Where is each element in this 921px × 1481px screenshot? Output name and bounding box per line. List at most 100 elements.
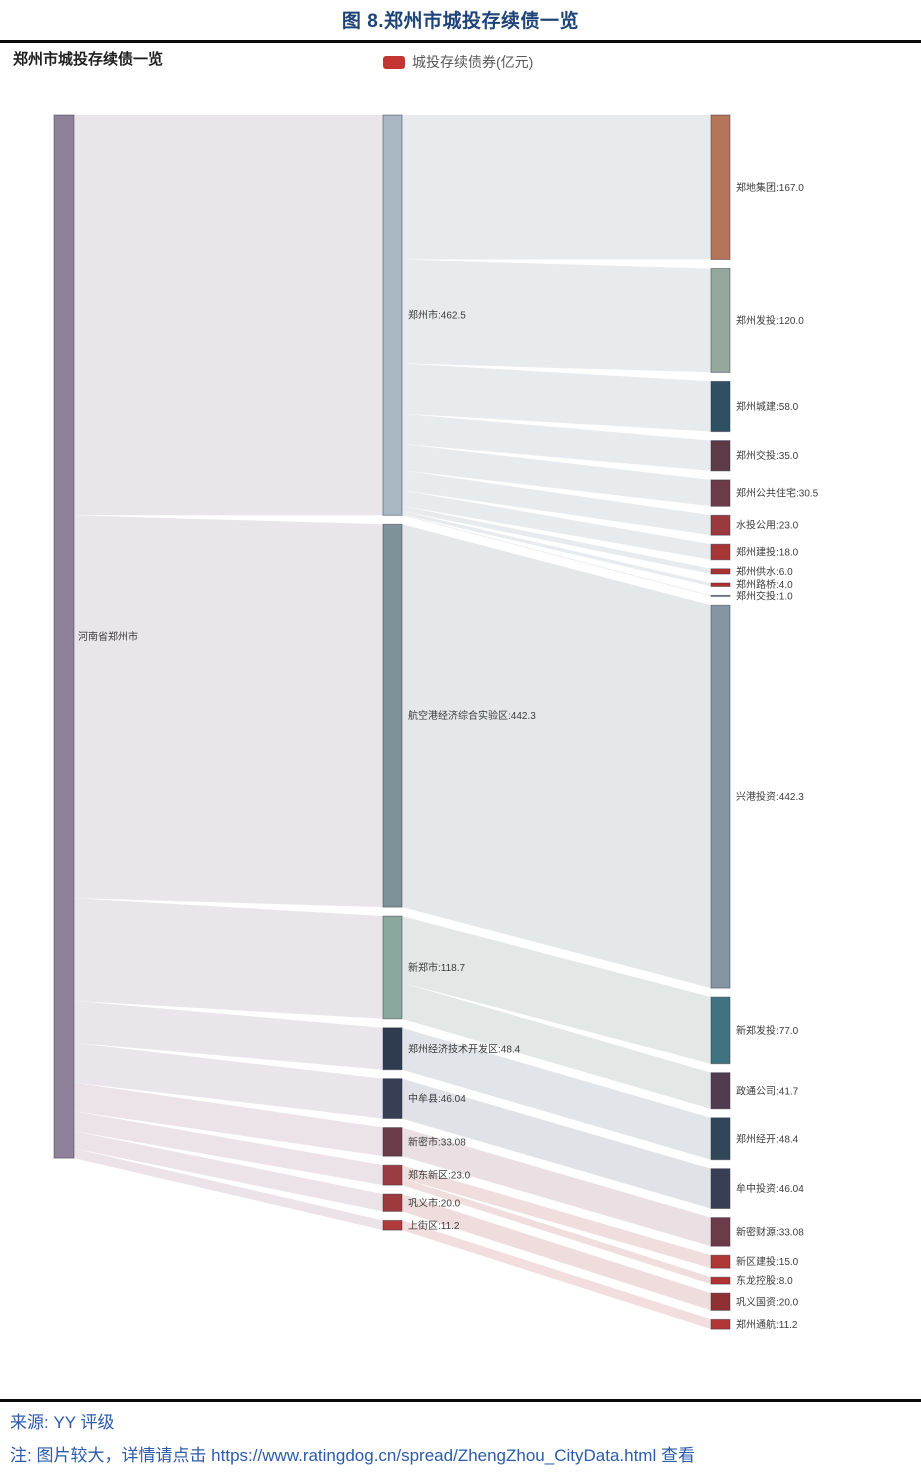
figure-note: 注: 图片较大，详情请点击 https://www.ratingdog.cn/s… [10, 1441, 695, 1466]
sankey-node-新区建投[interactable] [710, 1254, 731, 1269]
sankey-node-label-中牟县: 中牟县:46.04 [408, 1092, 466, 1105]
sankey-link-上街区-郑州通航[interactable] [402, 1220, 711, 1330]
sankey-node-水投公用[interactable] [710, 514, 731, 536]
sankey-link-郑州市-郑州交投[interactable] [402, 514, 711, 597]
sankey-node-郑州交投[interactable] [710, 440, 731, 472]
sankey-node-label-巩义市: 巩义市:20.0 [408, 1196, 461, 1209]
sankey-link-新郑市-政通公司[interactable] [402, 982, 711, 1109]
sankey-node-郑州城建[interactable] [710, 380, 731, 433]
sankey-node-label-上街区: 上街区:11.2 [408, 1219, 460, 1232]
note-prefix: 注: 图片较大，详情请点击 [10, 1446, 212, 1465]
sankey-link-河南省郑州市-新密市[interactable] [74, 1082, 383, 1157]
sankey-node-东龙控股[interactable] [710, 1276, 731, 1285]
sankey-node-新郑市[interactable] [382, 915, 403, 1020]
sankey-node-郑东新区[interactable] [382, 1164, 403, 1186]
sankey-node-郑州经开[interactable] [710, 1117, 731, 1161]
legend-item[interactable]: 城投存续债券(亿元) [383, 52, 533, 72]
sankey-node-label-新密财源: 新密财源:33.08 [736, 1225, 804, 1238]
sankey-link-郑州市-郑州公共住宅[interactable] [402, 443, 711, 507]
sankey-node-巩义市[interactable] [382, 1193, 403, 1212]
sankey-node-label-郑州发投: 郑州发投:120.0 [736, 314, 804, 327]
sankey-node-label-郑州公共住宅: 郑州公共住宅:30.5 [736, 487, 819, 500]
sankey-link-郑州市-水投公用[interactable] [402, 470, 711, 536]
sankey-node-label-巩义国资: 巩义国资:20.0 [736, 1296, 799, 1308]
sankey-link-郑州市-郑州发投[interactable] [402, 259, 711, 373]
sankey-node-label-郑州市: 郑州市:462.5 [408, 309, 466, 322]
sankey-node-郑州经济技术开发区[interactable] [382, 1027, 403, 1071]
sankey-node-label-郑州通航: 郑州通航:11.2 [736, 1318, 798, 1331]
sankey-node-label-东龙控股: 东龙控股:8.0 [736, 1274, 793, 1287]
sankey-node-label-郑州供水: 郑州供水:6.0 [736, 565, 793, 578]
sankey-link-郑东新区-新区建投[interactable] [402, 1165, 711, 1269]
sankey-node-航空港经济综合实验区[interactable] [382, 523, 403, 908]
sankey-node-河南省郑州市[interactable] [53, 114, 75, 1159]
sankey-node-label-郑州交投: 郑州交投:1.0 [736, 589, 793, 602]
sankey-link-中牟县-牟中投资[interactable] [402, 1078, 711, 1209]
sankey-link-河南省郑州市-上街区[interactable] [74, 1148, 383, 1231]
sankey-node-郑州建投[interactable] [710, 543, 731, 561]
note-suffix: 查看 [656, 1446, 695, 1465]
sankey-link-河南省郑州市-郑州经济技术开发区[interactable] [74, 1000, 383, 1070]
sankey-node-郑州交投[interactable] [710, 594, 731, 597]
sankey-node-label-郑州经济技术开发区: 郑州经济技术开发区:48.4 [408, 1042, 521, 1055]
sankey-link-郑州市-郑州供水[interactable] [402, 505, 711, 574]
figure-title: 图 8.郑州市城投存续债一览 [341, 11, 580, 32]
bottom-divider [0, 1399, 921, 1402]
sankey-node-中牟县[interactable] [382, 1078, 403, 1119]
sankey-link-河南省郑州市-航空港经济综合实验区[interactable] [74, 515, 383, 908]
sankey-node-label-新郑发投: 新郑发投:77.0 [736, 1024, 799, 1037]
sankey-node-label-新郑市: 新郑市:118.7 [408, 961, 465, 974]
sankey-link-河南省郑州市-中牟县[interactable] [74, 1042, 383, 1119]
sankey-node-郑州公共住宅[interactable] [710, 479, 731, 507]
sankey-link-郑州市-郑州建投[interactable] [402, 490, 711, 560]
sankey-node-label-航空港经济综合实验区: 航空港经济综合实验区:442.3 [408, 709, 536, 722]
legend-label: 城投存续债券(亿元) [412, 54, 534, 70]
source-note: 来源: YY 评级 [10, 1413, 115, 1432]
sankey-node-label-政通公司: 政通公司:41.7 [736, 1084, 799, 1097]
sankey-node-label-郑州建投: 郑州建投:18.0 [736, 546, 799, 559]
sankey-node-label-兴港投资: 兴港投资:442.3 [736, 790, 804, 803]
sankey-node-label-新密市: 新密市:33.08 [408, 1135, 466, 1148]
chart-title: 郑州市城投存续债一览 [13, 51, 164, 68]
sankey-link-河南省郑州市-郑东新区[interactable] [74, 1111, 383, 1186]
data-link[interactable]: https://www.ratingdog.cn/spread/ZhengZho… [211, 1446, 657, 1465]
sankey-link-航空港经济综合实验区-兴港投资[interactable] [402, 524, 711, 989]
sankey-node-label-新区建投: 新区建投:15.0 [736, 1255, 799, 1268]
sankey-node-政通公司[interactable] [710, 1072, 731, 1110]
sankey-node-郑州供水[interactable] [710, 568, 731, 575]
sankey-link-郑州经济技术开发区-郑州经开[interactable] [402, 1027, 711, 1160]
sankey-link-郑东新区-东龙控股[interactable] [402, 1178, 711, 1285]
sankey-node-牟中投资[interactable] [710, 1168, 731, 1209]
sankey-node-label-郑东新区: 郑东新区:23.0 [408, 1169, 471, 1182]
sankey-node-郑州通航[interactable] [710, 1318, 731, 1330]
sankey-node-郑州发投[interactable] [710, 268, 731, 373]
sankey-link-郑州市-郑州交投[interactable] [402, 413, 711, 471]
sankey-node-上街区[interactable] [382, 1219, 403, 1231]
sankey-node-兴港投资[interactable] [710, 604, 731, 989]
sankey-node-郑地集团[interactable] [710, 114, 731, 260]
sankey-node-新密市[interactable] [382, 1127, 403, 1157]
sankey-node-巩义国资[interactable] [710, 1292, 731, 1311]
sankey-link-巩义市-巩义国资[interactable] [402, 1194, 711, 1311]
sankey-node-label-郑州经开: 郑州经开:48.4 [736, 1132, 799, 1145]
sankey-node-新密财源[interactable] [710, 1217, 731, 1247]
sankey-node-label-郑州交投: 郑州交投:35.0 [736, 449, 799, 462]
sankey-node-label-郑州路桥: 郑州路桥:4.0 [736, 578, 793, 591]
legend-swatch-icon [383, 55, 405, 69]
sankey-link-新郑市-新郑发投[interactable] [402, 916, 711, 1064]
top-divider [0, 40, 921, 43]
sankey-node-郑州市[interactable] [382, 114, 403, 516]
sankey-node-新郑发投[interactable] [710, 996, 731, 1065]
sankey-node-label-郑州城建: 郑州城建:58.0 [736, 400, 799, 413]
sankey-link-郑州市-郑州路桥[interactable] [402, 510, 711, 587]
sankey-node-郑州路桥[interactable] [710, 582, 731, 587]
sankey-link-河南省郑州市-新郑市[interactable] [74, 898, 383, 1019]
sankey-link-河南省郑州市-郑州市[interactable] [74, 115, 383, 516]
sankey-link-新密市-新密财源[interactable] [402, 1127, 711, 1247]
sankey-link-郑州市-郑州城建[interactable] [402, 363, 711, 432]
sankey-link-郑州市-郑地集团[interactable] [402, 115, 711, 260]
sankey-link-河南省郑州市-巩义市[interactable] [74, 1131, 383, 1212]
sankey-node-label-河南省郑州市: 河南省郑州市 [78, 630, 138, 643]
